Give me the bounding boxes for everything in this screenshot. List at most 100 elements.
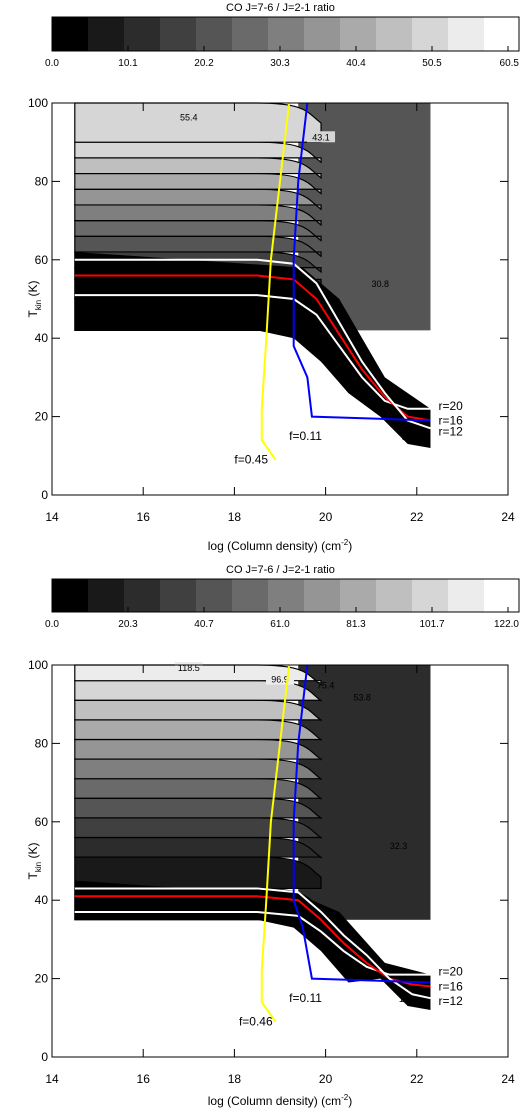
x-tick-label: 22 — [410, 1072, 424, 1086]
colorbar-title: CO J=7-6 / J=2-1 ratio — [226, 2, 335, 14]
ratio-line-label: r=12 — [438, 424, 463, 438]
x-axis-label-end: ) — [348, 539, 352, 553]
x-tick-label: 20 — [319, 1072, 333, 1086]
y-tick-label: 100 — [28, 658, 48, 672]
heatmap-bands — [74, 664, 431, 1010]
colorbar-swatch — [340, 17, 377, 51]
colorbar-tick-label: 61.0 — [270, 619, 290, 630]
y-axis-label-unit: (K) — [26, 281, 40, 300]
y-tick-label: 40 — [35, 893, 49, 907]
plot-frame — [51, 664, 509, 1058]
heatmap-band — [74, 817, 322, 840]
y-tick-label: 0 — [41, 488, 48, 502]
heatmap-dark-region — [74, 251, 431, 448]
heatmap-bands — [74, 102, 431, 448]
contour-label: 10.8 — [399, 994, 417, 1004]
y-axis-label: Tkin (K) — [26, 281, 43, 318]
colorbar-swatch — [304, 17, 341, 51]
heatmap-band — [74, 738, 322, 761]
colorbar-swatch — [448, 579, 485, 612]
contour-label: 32.3 — [390, 841, 408, 851]
x-axis-label-end: ) — [348, 1094, 352, 1108]
colorbar-swatch — [268, 17, 305, 51]
colorbar-swatch — [124, 579, 161, 612]
colorbar-swatch — [88, 579, 125, 612]
colorbar-swatch — [196, 17, 233, 51]
colorbar-swatch — [484, 17, 520, 51]
filling-line — [260, 102, 291, 461]
x-tick-label: 18 — [228, 1072, 242, 1086]
colorbar-swatch — [376, 579, 413, 612]
contour-label: 118.5 — [178, 663, 200, 673]
colorbar-tick-label: 40.7 — [194, 619, 214, 630]
contour-label: 55.4 — [180, 113, 198, 123]
x-axis-label: log (Column density) (cm-2) — [208, 538, 353, 553]
colorbar-swatch — [124, 17, 161, 51]
colorbar-swatch — [268, 579, 305, 612]
filling-line — [260, 664, 291, 1023]
x-tick-label: 14 — [45, 1072, 59, 1086]
contour-label: 6.2 — [401, 432, 414, 442]
colorbar-tick-label: 50.5 — [422, 58, 442, 69]
heatmap-band — [74, 719, 322, 742]
colorbar-frame — [51, 16, 520, 52]
heatmap-band — [74, 836, 322, 859]
colorbar-tick-label: 20.2 — [194, 58, 214, 69]
colorbar-frame — [51, 578, 520, 613]
colorbar-swatch — [196, 579, 233, 612]
filling-line — [292, 102, 431, 422]
x-axis-label-sup: -2 — [341, 538, 349, 547]
y-axis-label-sub: kin — [34, 862, 43, 872]
y-tick-label: 0 — [41, 1050, 48, 1064]
colorbar-swatch — [376, 17, 413, 51]
colorbar-tick-label: 101.7 — [419, 619, 444, 630]
y-tick-label: 80 — [35, 174, 49, 188]
x-axis-label-main: log (Column density) (cm — [208, 1094, 341, 1108]
colorbar-swatch — [484, 579, 520, 612]
x-tick-label: 18 — [228, 510, 242, 524]
plot-frame — [51, 102, 509, 496]
colorbar-swatch — [52, 579, 89, 612]
x-axis-label-main: log (Column density) (cm — [208, 539, 341, 553]
colorbar-tick-label: 10.1 — [118, 58, 138, 69]
filling-line-label: f=0.45 — [234, 453, 268, 467]
contour-label-bg — [174, 661, 203, 673]
colorbar-swatch — [160, 17, 197, 51]
colorbar-tick-label: 81.3 — [346, 619, 366, 630]
y-tick-label: 100 — [28, 96, 48, 110]
colorbar-tick-label: 40.4 — [346, 58, 366, 69]
filling-line-label: f=0.11 — [289, 429, 322, 443]
x-axis-label-sup: -2 — [341, 1093, 349, 1102]
y-tick-label: 40 — [35, 331, 49, 345]
filling-line — [292, 664, 431, 984]
colorbar-swatch — [448, 17, 485, 51]
colorbar-swatch — [412, 579, 449, 612]
contour-label: 96.9 — [271, 675, 289, 685]
ratio-line-label: r=20 — [438, 399, 463, 413]
x-axis-label: log (Column density) (cm-2) — [208, 1093, 353, 1108]
contour-label: 43.1 — [312, 132, 330, 142]
heatmap-band — [74, 778, 322, 800]
colorbar-tick-label: 122.0 — [494, 619, 519, 630]
contour-label: 53.8 — [353, 692, 371, 702]
heatmap-band — [74, 758, 322, 781]
x-tick-label: 24 — [501, 1072, 515, 1086]
contour-label-bg — [266, 673, 294, 685]
x-tick-label: 16 — [137, 1072, 151, 1086]
y-axis-label-sub: kin — [34, 300, 43, 310]
y-tick-label: 20 — [35, 972, 49, 986]
y-tick-label: 60 — [35, 815, 49, 829]
ratio-line-label: r=16 — [438, 979, 463, 993]
colorbar-swatch — [88, 17, 125, 51]
colorbar-swatch — [304, 579, 341, 612]
colorbar-tick-label: 20.3 — [118, 619, 138, 630]
contour-label-bg — [174, 111, 203, 123]
colorbar-swatch — [52, 17, 89, 51]
ratio-line-label: r=12 — [438, 994, 463, 1008]
x-tick-label: 24 — [501, 510, 515, 524]
colorbar-tick-label: 0.0 — [45, 619, 59, 630]
heatmap-band — [74, 797, 322, 820]
filling-line-label: f=0.11 — [289, 991, 322, 1005]
y-tick-label: 20 — [35, 410, 49, 424]
